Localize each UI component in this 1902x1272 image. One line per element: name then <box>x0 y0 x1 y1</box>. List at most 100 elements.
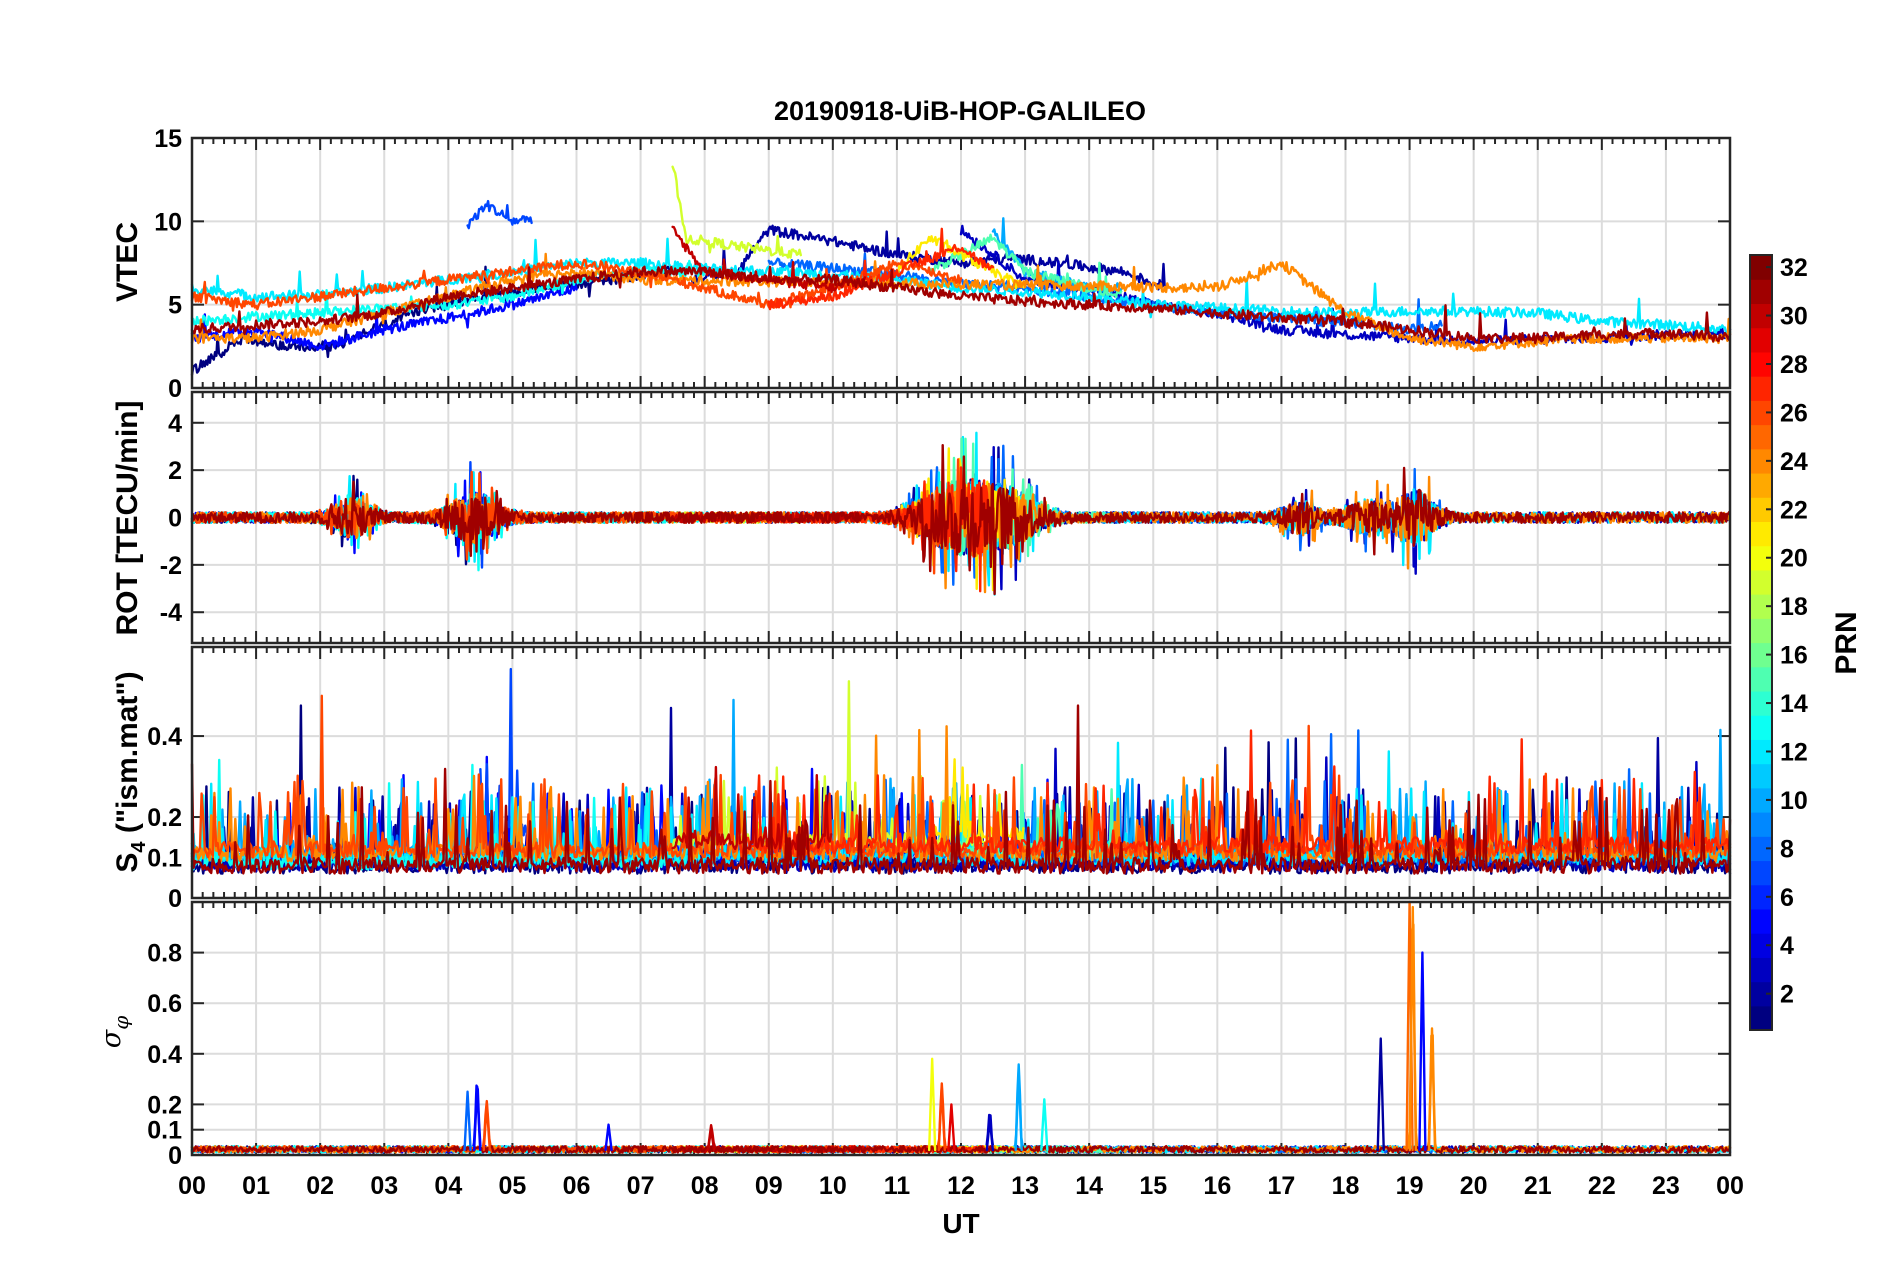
xtick-label: 19 <box>1396 1172 1424 1200</box>
colorbar-tick-label: 20 <box>1780 545 1808 573</box>
ytick-label-sigphi: 0.4 <box>147 1041 182 1069</box>
xtick-label: 05 <box>499 1172 527 1200</box>
sigphi-spike <box>1376 1037 1385 1152</box>
xtick-label: 07 <box>627 1172 655 1200</box>
ytick-label-rot: -4 <box>160 599 182 627</box>
ylabel-rot: ROT [TECU/min] <box>111 401 144 636</box>
colorbar-tick-label: 28 <box>1780 351 1808 379</box>
colorbar-tick-label: 14 <box>1780 690 1808 718</box>
sigphi-spike <box>985 1118 995 1152</box>
colorbar-segment <box>1750 739 1772 765</box>
colorbar-tick-label: 8 <box>1780 835 1794 863</box>
sigphi-spike <box>472 1085 482 1152</box>
colorbar-segment <box>1750 981 1772 1007</box>
ytick-label-rot: -2 <box>160 552 182 580</box>
xtick-label: 00 <box>1716 1172 1744 1200</box>
ytick-label-rot: 4 <box>168 410 182 438</box>
x-tick-labels: 00 01 02 03 04 05 06 07 08 09 10 11 12 13 14 15 16 17 18 19… <box>178 1172 1744 1200</box>
ytick-label-sigphi: 0.8 <box>147 940 182 968</box>
colorbar-segment <box>1750 908 1772 934</box>
ytick-label-sigphi: 0.6 <box>147 990 182 1018</box>
ytick-label-sigphi: 0.1 <box>147 1117 182 1145</box>
colorbar-label: PRN <box>1830 611 1863 674</box>
xtick-label: 16 <box>1203 1172 1231 1200</box>
vtec-series-prn-24 <box>190 252 1732 352</box>
sigphi-spike <box>1408 905 1417 1152</box>
vtec-series-prn-7 <box>466 199 533 230</box>
xtick-label: 08 <box>691 1172 719 1200</box>
sigphi-spike <box>706 1128 716 1152</box>
ytick-label-vtec: 5 <box>168 292 182 320</box>
ytick-label-s4: 0.1 <box>147 845 182 873</box>
xtick-label: 10 <box>819 1172 847 1200</box>
colorbar-segment <box>1750 351 1772 377</box>
colorbar-tick-label: 22 <box>1780 496 1808 524</box>
colorbar-segment <box>1750 448 1772 474</box>
ytick-label-s4: 0 <box>168 885 182 913</box>
s4-series-prn-31 <box>190 704 1732 875</box>
ytick-label-vtec: 10 <box>154 208 182 236</box>
colorbar-segment <box>1750 787 1772 813</box>
colorbar-segment <box>1750 690 1772 716</box>
ytick-label-s4: 0.2 <box>147 804 182 832</box>
colorbar-segment <box>1750 424 1772 450</box>
sigphi-spike <box>1418 951 1427 1152</box>
colorbar-segment <box>1750 812 1772 837</box>
x-axis-label: UT <box>942 1208 979 1239</box>
vtec-series-prn-31 <box>190 264 1732 345</box>
xtick-label: 20 <box>1460 1172 1488 1200</box>
s4-series-prn-27 <box>735 729 1732 855</box>
colorbar-segment <box>1750 376 1772 401</box>
sigphi-series-prn-10 <box>991 1063 1123 1154</box>
colorbar-segment <box>1750 303 1772 329</box>
ytick-label-vtec: 0 <box>168 375 182 403</box>
colorbar-segment <box>1750 279 1772 305</box>
axes-frame-sigphi <box>190 900 1732 1157</box>
colorbar-segment <box>1750 497 1772 523</box>
colorbar-tick-label: 4 <box>1780 932 1794 960</box>
sigphi-spike <box>927 1057 937 1152</box>
ylabel-sigma-main: σ <box>96 1028 127 1048</box>
ytick-label-rot: 0 <box>168 505 182 533</box>
panel-s4: 0 0.1 0.2 0.4 <box>147 645 1732 913</box>
ytick-label-sigphi: 0.2 <box>147 1091 182 1119</box>
ylabel-sigma-phi: σφ <box>96 1016 133 1048</box>
ytick-label-sigphi: 0 <box>168 1142 182 1170</box>
xtick-label: 23 <box>1652 1172 1680 1200</box>
xtick-label: 17 <box>1268 1172 1296 1200</box>
sigphi-spike <box>1427 1027 1437 1152</box>
colorbar-tick-label: 2 <box>1780 981 1794 1009</box>
panel-rot: -4 -2 0 2 4 <box>160 390 1732 645</box>
colorbar-segment <box>1750 327 1772 353</box>
ylabel-s4-sub: 4 <box>128 841 150 853</box>
colorbar-tick-label: 12 <box>1780 738 1808 766</box>
xtick-label: 06 <box>563 1172 591 1200</box>
colorbar-segment <box>1750 1005 1772 1031</box>
xtick-label: 01 <box>242 1172 270 1200</box>
grid-sigphi <box>192 902 1730 1155</box>
axes-frame-s4 <box>190 645 1732 900</box>
colorbar-segment <box>1750 763 1772 789</box>
ytick-label-rot: 2 <box>168 457 182 485</box>
ytick-label-vtec: 15 <box>154 125 182 153</box>
colorbar-tick-label: 16 <box>1780 642 1808 670</box>
sigphi-spike <box>947 1103 956 1152</box>
vtec-series-prn-27 <box>767 227 995 311</box>
colorbar-segment <box>1750 957 1772 983</box>
vtec-series-prn-21 <box>895 235 1027 290</box>
vtec-series-prn-19 <box>671 165 802 259</box>
sigphi-spike <box>937 1085 946 1152</box>
rot-series-prn-31 <box>190 444 1731 596</box>
ylabel-vtec: VTEC <box>111 222 144 302</box>
xtick-label: 13 <box>1011 1172 1039 1200</box>
colorbar-segment <box>1750 594 1772 619</box>
colorbar-tick-label: 32 <box>1780 254 1808 282</box>
xtick-label: 14 <box>1075 1172 1103 1200</box>
colorbar-segment <box>1750 545 1772 571</box>
sigphi-series-prn-31 <box>190 1144 1732 1154</box>
colorbar-segment <box>1750 860 1772 886</box>
xtick-label: 00 <box>178 1172 206 1200</box>
xtick-label: 15 <box>1139 1172 1167 1200</box>
xtick-label: 09 <box>755 1172 783 1200</box>
